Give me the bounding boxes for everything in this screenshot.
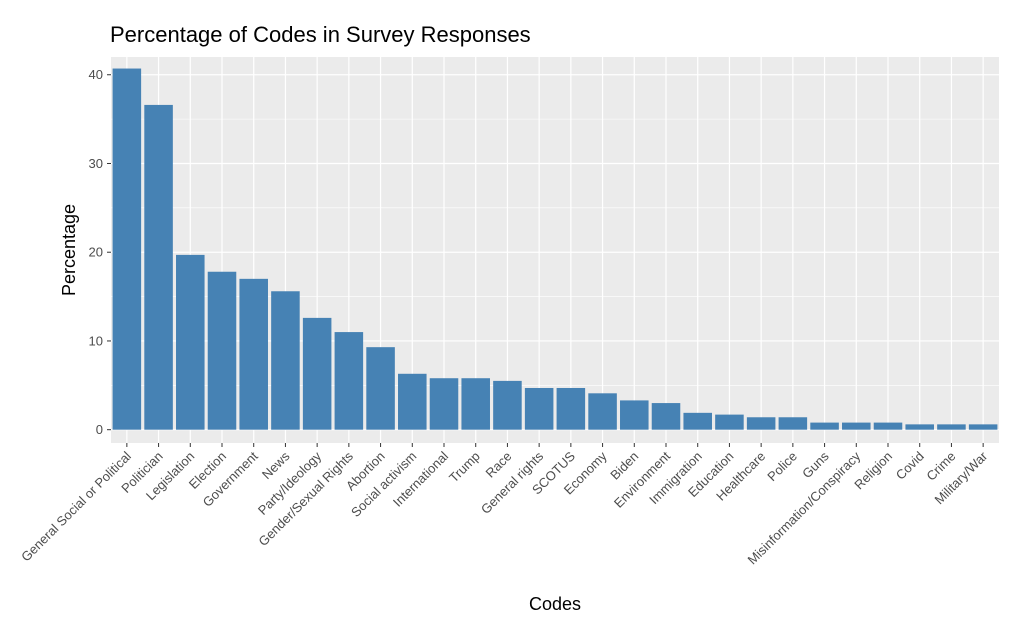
y-axis: 0 10 20 30 40 <box>89 67 111 437</box>
bar <box>842 422 871 430</box>
y-tick-label: 0 <box>96 422 103 437</box>
bar <box>207 271 237 430</box>
bar <box>334 332 364 430</box>
bar <box>937 424 966 430</box>
x-axis: General Social or PoliticalPoliticianLeg… <box>18 443 991 567</box>
bar <box>176 254 205 430</box>
bar <box>683 412 712 430</box>
bar <box>144 104 173 430</box>
bar <box>556 387 586 430</box>
bar <box>366 347 395 430</box>
x-tick-label: Trump <box>446 449 483 486</box>
bar <box>398 373 427 430</box>
bar <box>524 387 554 430</box>
bar <box>493 380 522 430</box>
chart-title: Percentage of Codes in Survey Responses <box>110 22 531 47</box>
x-tick-label: General Social or Political <box>18 448 134 564</box>
bar <box>905 424 934 430</box>
x-axis-title: Codes <box>529 594 581 614</box>
bar <box>873 422 903 430</box>
bar <box>239 278 268 430</box>
y-tick-label: 10 <box>89 333 103 348</box>
bar <box>302 317 332 430</box>
bar <box>968 424 998 430</box>
bar <box>746 417 776 430</box>
y-tick-label: 20 <box>89 245 103 260</box>
y-tick-label: 40 <box>89 67 103 82</box>
bar <box>112 68 142 430</box>
bar <box>715 414 744 430</box>
bar <box>810 422 839 430</box>
x-tick-label: Covid <box>893 449 927 483</box>
bar <box>429 378 459 430</box>
bar <box>461 378 490 430</box>
bars <box>112 68 998 430</box>
y-axis-title: Percentage <box>59 204 79 296</box>
bar <box>651 403 681 430</box>
bar <box>620 400 649 430</box>
y-tick-label: 30 <box>89 156 103 171</box>
bar <box>588 393 617 430</box>
x-tick-label: Police <box>764 449 800 485</box>
bar <box>778 417 808 430</box>
bar <box>271 291 300 430</box>
